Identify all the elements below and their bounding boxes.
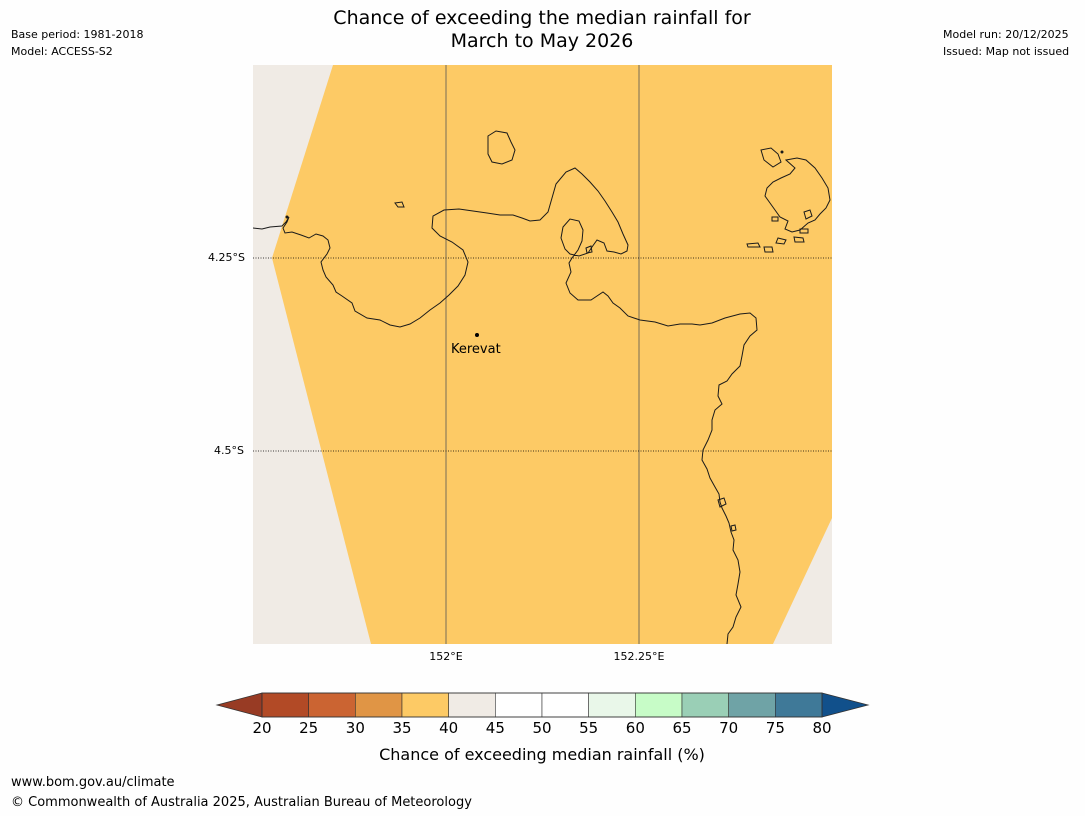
kerevat-marker — [475, 333, 479, 337]
model-run: Model run: 20/12/2025 — [943, 28, 1069, 41]
base-period: Base period: 1981-2018 — [11, 28, 144, 41]
colorbar-tick-75: 75 — [765, 719, 785, 737]
colorbar-tick-50: 50 — [532, 719, 552, 737]
lat-label-4-25: 4.25°S — [208, 251, 245, 264]
metadata-right: Model run: 20/12/2025 Issued: Map not is… — [943, 26, 1069, 60]
metadata-left: Base period: 1981-2018 Model: ACCESS-S2 — [11, 26, 143, 60]
duke-of-york-main — [760, 147, 831, 233]
colorbar-tick-30: 30 — [345, 719, 365, 737]
islet-dot-2 — [285, 215, 289, 219]
title-line-2: March to May 2026 — [450, 30, 634, 52]
coastline-main — [253, 167, 758, 644]
islet-dot-1 — [780, 150, 784, 154]
footer-copyright: © Commonwealth of Australia 2025, Austra… — [11, 795, 472, 810]
lon-label-152-25: 152.25°E — [613, 650, 665, 663]
colorbar-tick-40: 40 — [439, 719, 459, 737]
lat-label-4-5: 4.5°S — [214, 444, 244, 457]
colorbar-tick-25: 25 — [299, 719, 319, 737]
colorbar-tick-70: 70 — [719, 719, 739, 737]
colorbar-tick-20: 20 — [252, 719, 272, 737]
duke-of-york-islets — [746, 209, 813, 253]
coastline — [253, 130, 831, 644]
islet-south — [717, 497, 727, 508]
colorbar-tick-45: 45 — [485, 719, 505, 737]
colorbar-label: Chance of exceeding median rainfall (%) — [379, 745, 705, 764]
title-line-1: Chance of exceeding the median rainfall … — [333, 7, 751, 29]
forecast-region-40-45 — [272, 65, 832, 644]
island-north — [487, 130, 516, 165]
place-label-kerevat: Kerevat — [451, 342, 501, 357]
lon-label-152: 152°E — [429, 650, 463, 663]
islet-west — [394, 201, 405, 208]
colorbar-tick-60: 60 — [625, 719, 645, 737]
model-name: Model: ACCESS-S2 — [11, 45, 113, 58]
map-title: Chance of exceeding the median rainfall … — [272, 7, 812, 53]
islet-bay — [585, 245, 593, 254]
colorbar-tick-55: 55 — [579, 719, 599, 737]
islet-river — [730, 524, 737, 532]
colorbar-tick-35: 35 — [392, 719, 412, 737]
colorbar-tick-80: 80 — [812, 719, 832, 737]
footer-url[interactable]: www.bom.gov.au/climate — [11, 775, 175, 790]
colorbar-tick-65: 65 — [672, 719, 692, 737]
issued-status: Issued: Map not issued — [943, 45, 1070, 58]
